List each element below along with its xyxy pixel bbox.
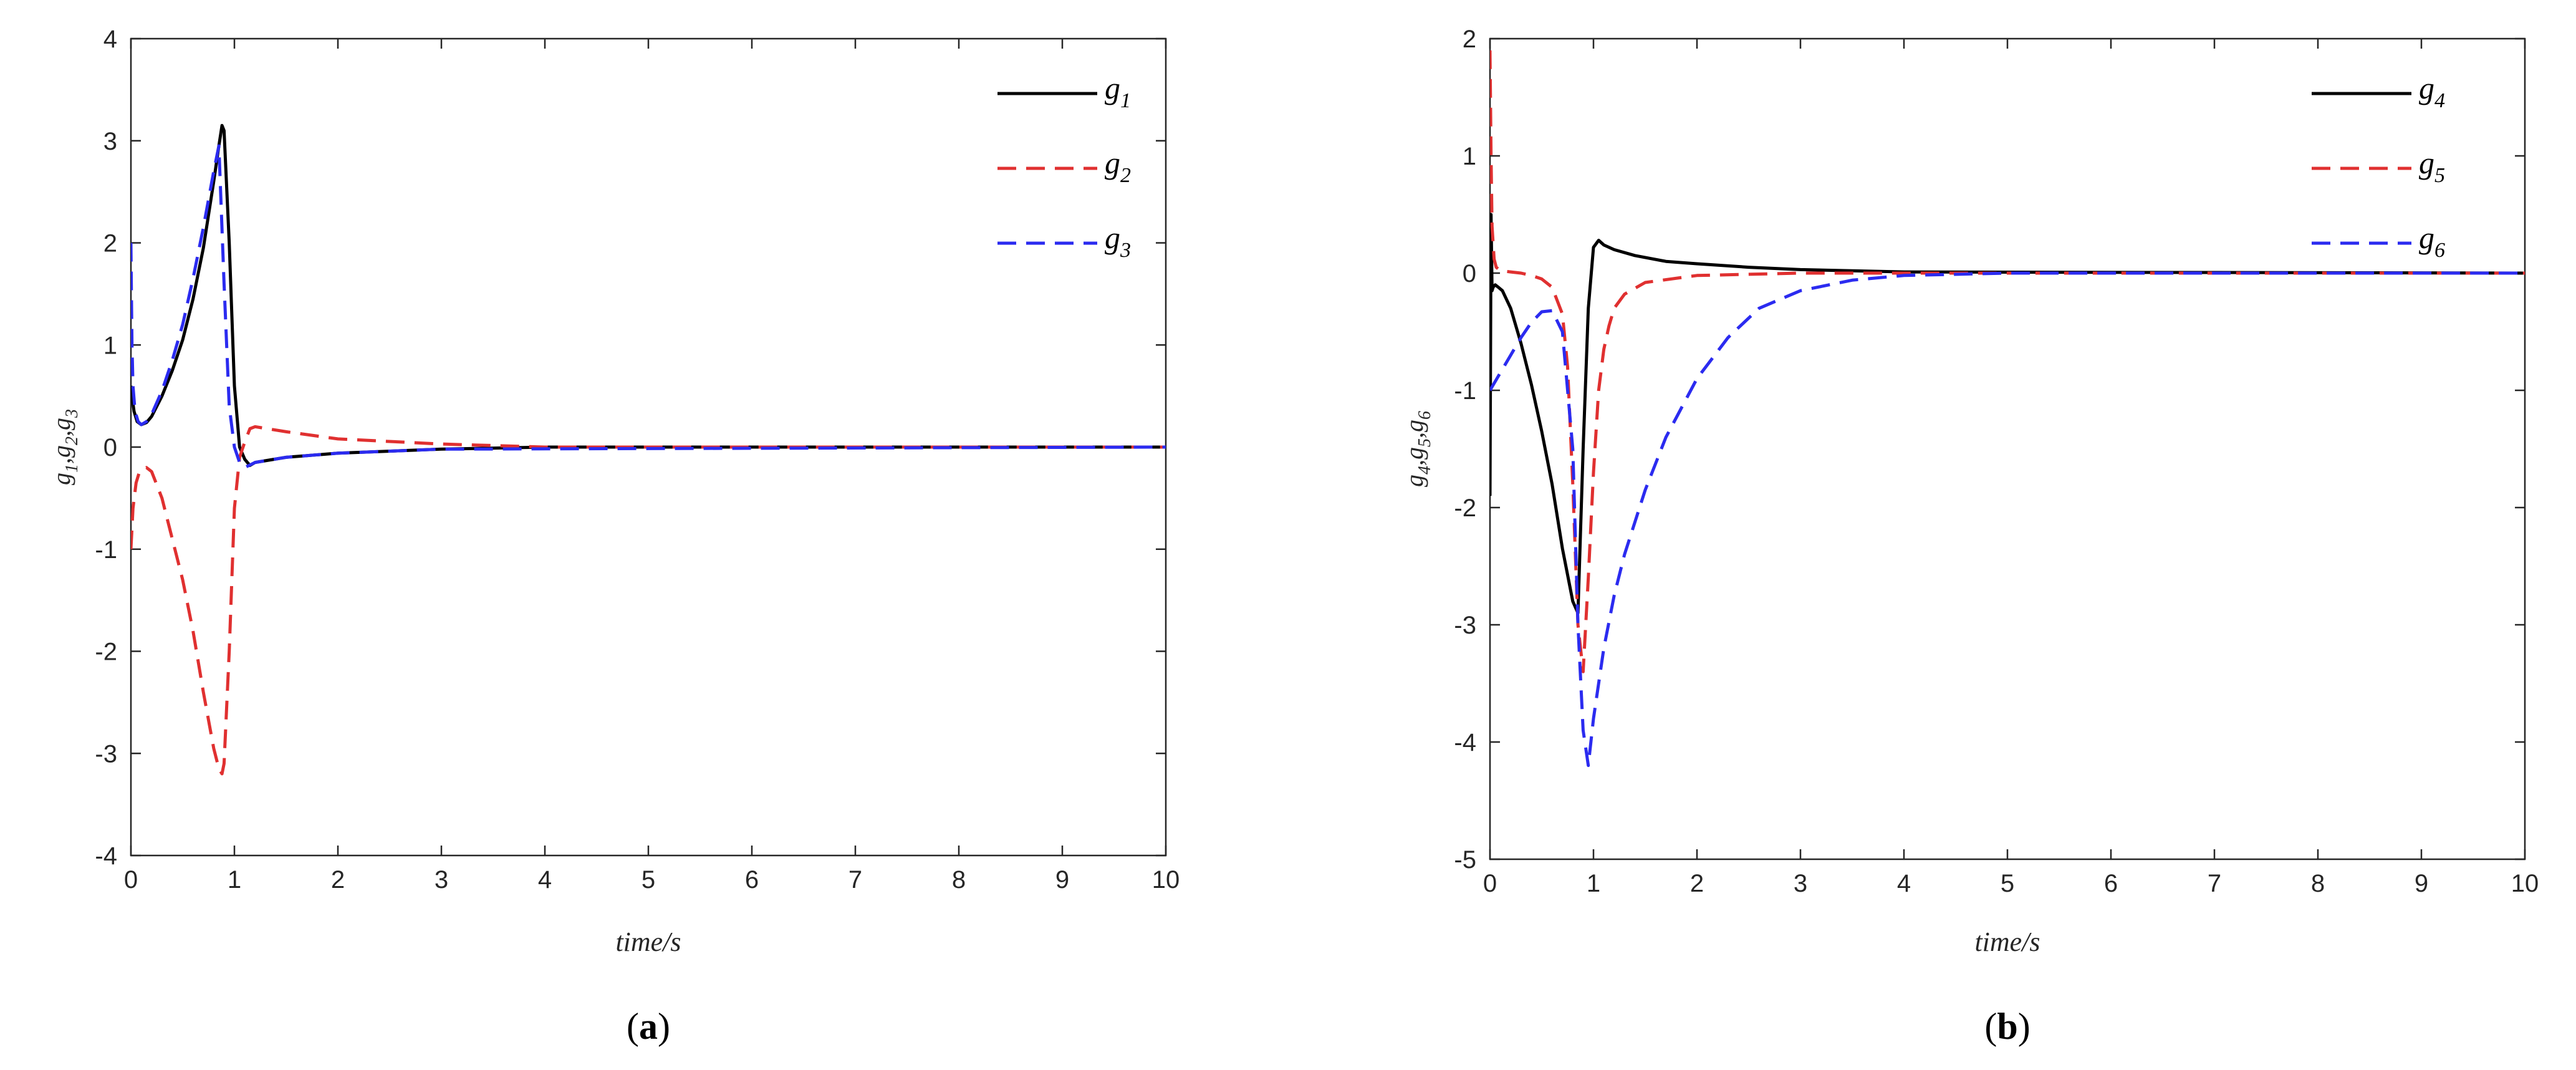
x-tick-labels-b: 0 1 2 3 4 5 6 7 8 9 10 (1483, 870, 2539, 897)
y-tick-label: 2 (103, 230, 117, 258)
chart-panel-b: 0 1 2 3 4 5 6 7 8 9 10 -5 -4 -3 -2 -1 0 1 2 time/s g4,g5,… (1400, 26, 2539, 1047)
legend-b: g4 g5 g6 (2312, 70, 2445, 262)
x-tick-label: 7 (2208, 870, 2221, 897)
y-tick-label: 1 (103, 332, 117, 359)
legend-label-g6: g6 (2419, 220, 2445, 262)
series-layer-a (131, 123, 1166, 776)
y-tick-label: 1 (1463, 143, 1476, 170)
x-tick-label: 7 (848, 866, 862, 894)
x-tick-label: 4 (538, 866, 552, 894)
x-tick-label: 2 (331, 866, 345, 894)
panel-caption-a: (a) (627, 1006, 670, 1047)
series-line-g6 (1490, 271, 2525, 768)
x-tick-label: 8 (952, 866, 966, 894)
y-tick-label: 2 (1463, 26, 1476, 53)
axes-box-b (1489, 37, 2526, 860)
tick-marks-b (1489, 37, 2526, 860)
plot-area-a (130, 37, 1167, 857)
y-tick-label: -4 (1454, 729, 1476, 756)
x-tick-label: 10 (1152, 866, 1180, 894)
y-tick-labels-a: -4 -3 -2 -1 0 1 2 3 4 (95, 26, 117, 870)
y-tick-label: -1 (1454, 377, 1476, 405)
y-tick-label: 0 (1463, 260, 1476, 287)
y-tick-label: 0 (103, 434, 117, 461)
x-tick-labels-a: 0 1 2 3 4 5 6 7 8 9 10 (124, 866, 1180, 894)
x-tick-label: 9 (2415, 870, 2428, 897)
y-tick-label: -2 (95, 639, 117, 666)
x-tick-label: 8 (2311, 870, 2325, 897)
x-tick-label: 10 (2511, 870, 2539, 897)
panel-caption-b: (b) (1984, 1006, 2030, 1047)
legend-label-g5: g5 (2419, 145, 2445, 187)
x-tick-label: 9 (1055, 866, 1069, 894)
series-line-g2 (131, 425, 1166, 776)
x-axis-label-b: time/s (1974, 927, 2040, 957)
tick-marks-a (130, 37, 1167, 857)
svg-text:g1,g2,g3: g1,g2,g3 (47, 409, 82, 485)
y-tick-label: -3 (1454, 612, 1476, 639)
x-axis-label-a: time/s (615, 927, 681, 957)
y-axis-label-a: g1,g2,g3 (47, 409, 82, 485)
series-line-g3 (131, 144, 1166, 470)
x-tick-label: 2 (1690, 870, 1704, 897)
series-line-g4 (1490, 213, 2525, 615)
y-tick-label: 3 (103, 128, 117, 155)
series-line-g1 (131, 123, 1166, 467)
y-tick-labels-b: -5 -4 -3 -2 -1 0 1 2 (1454, 26, 1476, 874)
legend-label-g1: g1 (1105, 70, 1131, 112)
x-tick-label: 6 (745, 866, 759, 894)
legend-label-g4: g4 (2419, 70, 2445, 112)
y-tick-label: -5 (1454, 846, 1476, 874)
x-tick-label: 4 (1897, 870, 1911, 897)
y-tick-label: -3 (95, 740, 117, 768)
y-tick-label: 4 (103, 26, 117, 53)
x-tick-label: 1 (228, 866, 241, 894)
x-tick-label: 3 (435, 866, 448, 894)
legend-label-g2: g2 (1105, 145, 1131, 187)
x-tick-label: 3 (1794, 870, 1807, 897)
x-tick-label: 0 (124, 866, 138, 894)
x-tick-label: 5 (642, 866, 655, 894)
x-tick-label: 1 (1587, 870, 1600, 897)
plot-area-b (1489, 37, 2526, 860)
y-tick-label: -4 (95, 842, 117, 870)
x-tick-label: 0 (1483, 870, 1497, 897)
legend-label-g3: g3 (1105, 220, 1131, 262)
y-tick-label: -1 (95, 536, 117, 564)
series-line-g5 (1490, 50, 2525, 673)
x-tick-label: 6 (2104, 870, 2118, 897)
y-tick-label: -2 (1454, 494, 1476, 522)
chart-panel-a: 0 1 2 3 4 5 6 7 8 9 10 -4 -3 -2 -1 0 1 2 3 4 time/s g1,g2,… (47, 26, 1180, 1047)
x-tick-label: 5 (2001, 870, 2014, 897)
svg-text:g4,g5,g6: g4,g5,g6 (1400, 411, 1435, 487)
legend-a: g1 g2 g3 (997, 70, 1131, 262)
series-layer-b (1490, 50, 2525, 768)
y-axis-label-b: g4,g5,g6 (1400, 411, 1435, 487)
